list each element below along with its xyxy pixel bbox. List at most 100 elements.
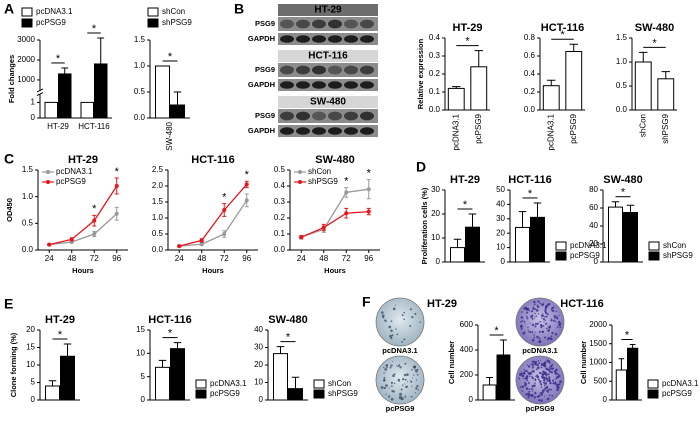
colony xyxy=(536,374,539,377)
colony xyxy=(522,377,525,379)
colony xyxy=(390,320,393,323)
colony xyxy=(546,397,550,401)
legend-label: shCon xyxy=(663,241,686,250)
significance-star: * xyxy=(652,37,657,49)
colony xyxy=(520,321,522,323)
colony xyxy=(410,380,413,383)
bar xyxy=(515,226,530,263)
y-tick-label: 40 xyxy=(589,221,598,230)
colony xyxy=(518,377,520,380)
legend-label: pcDNA3.1 xyxy=(36,7,73,16)
y-tick-label: 20 xyxy=(254,360,263,369)
colony xyxy=(397,365,399,368)
significance-star: * xyxy=(168,328,173,340)
blot-row-label: GAPDH xyxy=(248,126,275,135)
blot-band xyxy=(296,65,310,75)
colony xyxy=(551,364,554,367)
colony xyxy=(549,368,552,370)
colony xyxy=(404,362,407,365)
significance-star: * xyxy=(463,199,468,211)
colony xyxy=(526,387,528,389)
colony xyxy=(555,377,558,380)
legend-marker xyxy=(298,180,302,184)
y-tick-label: 0 xyxy=(259,395,264,404)
bar xyxy=(80,101,94,119)
y-tick-label: 80 xyxy=(589,185,598,194)
colony xyxy=(531,331,534,333)
colony-dish xyxy=(375,297,425,347)
blot-band xyxy=(344,19,358,29)
colony xyxy=(541,376,544,379)
blot-band xyxy=(280,19,294,29)
bar xyxy=(542,85,560,111)
colony xyxy=(542,330,545,333)
error-bar xyxy=(474,50,483,67)
legend-label: pcPSG9 xyxy=(36,18,66,27)
colony xyxy=(400,388,403,391)
y-tick-label: 0.4 xyxy=(274,181,286,190)
colony xyxy=(396,333,399,336)
colony xyxy=(402,377,405,381)
y-tick-label: 0.3 xyxy=(429,51,441,60)
y-axis-label: Cell number xyxy=(447,341,456,384)
y-axis-label: Clone forming (%) xyxy=(9,332,18,397)
colony xyxy=(409,380,412,382)
colony xyxy=(546,359,549,362)
colony xyxy=(389,366,392,369)
colony xyxy=(524,323,526,325)
legend-swatch xyxy=(313,389,325,399)
colony xyxy=(403,338,406,341)
x-tick-label: 48 xyxy=(67,254,76,263)
panel-label: E xyxy=(4,296,13,312)
bar xyxy=(170,348,185,401)
colony xyxy=(551,394,554,397)
colony xyxy=(533,300,536,304)
colony xyxy=(548,370,552,373)
blot-band xyxy=(280,81,294,89)
x-tick-label: SW-480 xyxy=(165,121,174,150)
y-tick-label: 30 xyxy=(496,214,505,223)
colony xyxy=(534,325,537,328)
colony xyxy=(411,377,413,379)
chart-title: HT-29 xyxy=(450,174,480,186)
y-tick-label: 1.0 xyxy=(134,61,146,70)
colony xyxy=(534,322,537,325)
colony xyxy=(553,306,555,308)
blot-band xyxy=(280,65,294,75)
y-tick-label: 0.4 xyxy=(429,33,441,42)
x-tick-label: 96 xyxy=(242,254,251,263)
colony xyxy=(540,393,543,396)
y-tick-label: 20 xyxy=(496,228,505,237)
significance-star: * xyxy=(168,51,173,63)
legend-label: pcDNA3.1 xyxy=(662,379,699,388)
colony xyxy=(529,394,532,397)
colony xyxy=(411,315,414,319)
colony xyxy=(529,375,531,377)
image-group-title: HCT-116 xyxy=(560,298,603,310)
colony xyxy=(545,304,548,307)
colony xyxy=(526,364,529,366)
colony xyxy=(550,335,553,337)
colony xyxy=(411,385,413,387)
point xyxy=(69,237,74,242)
colony xyxy=(554,372,557,375)
colony xyxy=(524,382,528,386)
colony xyxy=(414,392,417,394)
y-tick-label: 1.5 xyxy=(616,33,628,42)
legend-marker xyxy=(46,170,50,174)
significance-star: * xyxy=(344,176,349,188)
colony xyxy=(542,313,544,315)
legend-label: pcDNA3.1 xyxy=(56,167,93,176)
colony xyxy=(555,380,557,382)
bar xyxy=(155,65,170,119)
colony xyxy=(391,361,393,363)
legend-swatch xyxy=(195,389,207,399)
blot-band xyxy=(360,81,374,89)
point xyxy=(344,211,349,216)
colony xyxy=(546,368,548,371)
y-tick-label: 0.4 xyxy=(524,69,536,78)
y-tick-label: 10 xyxy=(254,378,263,387)
colony xyxy=(527,396,530,399)
blot-title-bg xyxy=(278,50,378,62)
